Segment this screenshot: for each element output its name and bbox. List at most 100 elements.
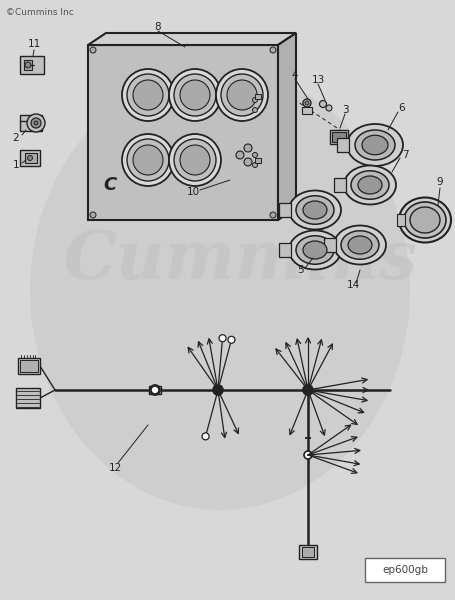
Ellipse shape — [180, 145, 210, 175]
Bar — [279, 203, 291, 217]
Bar — [16, 388, 40, 408]
Circle shape — [31, 118, 41, 128]
Bar — [332, 132, 346, 142]
Ellipse shape — [348, 236, 372, 254]
Ellipse shape — [351, 171, 389, 199]
Text: 6: 6 — [399, 103, 405, 113]
Ellipse shape — [180, 80, 210, 110]
Ellipse shape — [399, 197, 451, 242]
Bar — [365, 558, 445, 582]
Bar — [302, 107, 312, 114]
Circle shape — [319, 100, 327, 107]
Text: ©Cummins Inc: ©Cummins Inc — [6, 8, 74, 17]
Text: 7: 7 — [402, 150, 408, 160]
Circle shape — [90, 47, 96, 53]
Bar — [18, 358, 40, 374]
Bar — [24, 60, 32, 70]
Ellipse shape — [174, 139, 216, 181]
Bar — [20, 115, 42, 131]
Text: 13: 13 — [311, 75, 324, 85]
Ellipse shape — [174, 74, 216, 116]
Circle shape — [270, 47, 276, 53]
Ellipse shape — [133, 145, 163, 175]
Ellipse shape — [289, 230, 341, 269]
Circle shape — [90, 212, 96, 218]
Circle shape — [228, 336, 235, 343]
Bar — [255, 94, 261, 98]
Circle shape — [27, 155, 32, 160]
Ellipse shape — [122, 69, 174, 121]
Circle shape — [253, 163, 258, 167]
Circle shape — [253, 152, 258, 157]
Circle shape — [150, 385, 160, 395]
Ellipse shape — [296, 236, 334, 264]
Text: 8: 8 — [155, 22, 162, 32]
Polygon shape — [88, 33, 296, 45]
Circle shape — [151, 386, 159, 394]
Ellipse shape — [221, 74, 263, 116]
Text: C: C — [103, 176, 116, 194]
Ellipse shape — [127, 74, 169, 116]
Text: 5: 5 — [297, 265, 303, 275]
Bar — [149, 386, 161, 394]
Bar — [20, 360, 38, 372]
Circle shape — [303, 385, 313, 395]
Ellipse shape — [341, 231, 379, 259]
Ellipse shape — [30, 70, 410, 510]
Circle shape — [270, 212, 276, 218]
Bar — [20, 150, 40, 166]
Circle shape — [25, 62, 31, 68]
Bar — [25, 153, 37, 163]
Bar — [279, 243, 291, 257]
Polygon shape — [278, 33, 296, 220]
Bar — [299, 545, 317, 559]
Circle shape — [253, 97, 258, 103]
Text: 1: 1 — [13, 160, 19, 170]
Ellipse shape — [289, 191, 341, 229]
Circle shape — [244, 158, 252, 166]
Bar — [334, 178, 346, 192]
Circle shape — [305, 101, 309, 105]
Text: 10: 10 — [187, 187, 200, 197]
Circle shape — [244, 144, 252, 152]
Circle shape — [219, 335, 226, 341]
Ellipse shape — [127, 139, 169, 181]
Ellipse shape — [410, 207, 440, 233]
Circle shape — [236, 151, 244, 159]
Ellipse shape — [169, 134, 221, 186]
Ellipse shape — [334, 226, 386, 265]
Polygon shape — [88, 45, 278, 220]
Ellipse shape — [347, 124, 403, 166]
Circle shape — [34, 121, 38, 125]
Ellipse shape — [303, 201, 327, 219]
Bar — [20, 56, 44, 74]
Ellipse shape — [169, 69, 221, 121]
Bar — [255, 157, 261, 163]
Circle shape — [303, 99, 311, 107]
Text: 14: 14 — [346, 280, 359, 290]
Text: ep600gb: ep600gb — [382, 565, 428, 575]
Circle shape — [202, 433, 209, 440]
Ellipse shape — [216, 69, 268, 121]
Circle shape — [304, 451, 312, 459]
Ellipse shape — [296, 196, 334, 224]
Text: 9: 9 — [437, 177, 443, 187]
Ellipse shape — [303, 241, 327, 259]
Circle shape — [326, 105, 332, 111]
Text: 2: 2 — [13, 133, 19, 143]
Ellipse shape — [355, 130, 395, 160]
Bar — [324, 238, 336, 252]
Ellipse shape — [362, 135, 388, 155]
Circle shape — [213, 385, 223, 395]
Ellipse shape — [227, 80, 257, 110]
Bar — [302, 547, 314, 557]
Text: 3: 3 — [342, 105, 349, 115]
Ellipse shape — [404, 202, 446, 238]
Text: 12: 12 — [108, 463, 121, 473]
Text: 11: 11 — [27, 39, 40, 49]
Bar — [337, 138, 349, 152]
Ellipse shape — [122, 134, 174, 186]
Ellipse shape — [344, 166, 396, 205]
Ellipse shape — [133, 80, 163, 110]
Text: 4: 4 — [292, 70, 298, 80]
